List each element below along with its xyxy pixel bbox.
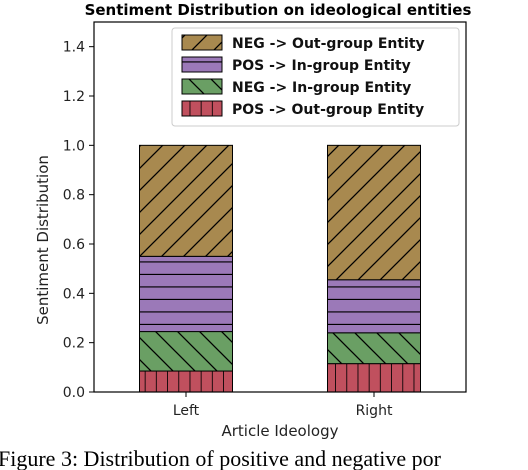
legend: NEG -> Out-group Entity POS -> In-group E…: [171, 27, 460, 127]
legend-label: POS -> Out-group Entity: [232, 102, 424, 118]
y-tick-label: 0.6: [63, 237, 85, 253]
legend-label: NEG -> Out-group Entity: [232, 36, 425, 52]
legend-entry-3: POS -> Out-group Entity: [181, 100, 424, 118]
plot-frame: [93, 21, 467, 393]
legend-label: NEG -> In-group Entity: [232, 80, 411, 96]
stacked-bar-chart: Sentiment Distribution on ideological en…: [34, 1, 472, 440]
y-tick-label: 0.4: [63, 286, 85, 302]
x-tick-label-right: Right: [356, 403, 393, 419]
y-tick-label: 0.2: [63, 336, 85, 352]
bar-segment-left-1: [139, 331, 233, 372]
bar-segment-left-0: [139, 370, 233, 393]
y-axis-ticks: 0.0 0.2 0.4 0.6 0.8 1.0 1.2 1.4: [63, 40, 94, 401]
legend-entry-0: NEG -> Out-group Entity: [181, 34, 425, 52]
y-tick-label: 1.0: [63, 138, 85, 154]
x-tick-label-left: Left: [173, 403, 200, 419]
chart-title: Sentiment Distribution on ideological en…: [85, 1, 472, 19]
legend-frame: [171, 27, 460, 127]
y-axis-label: Sentiment Distribution: [34, 155, 52, 325]
y-tick-label: 1.4: [63, 40, 85, 56]
bar-segment-right-2: [327, 279, 421, 334]
figure-caption: Figure 3: Distribution of positive and n…: [0, 448, 441, 470]
bars-group: [139, 144, 421, 393]
legend-label: POS -> In-group Entity: [232, 58, 411, 74]
y-tick-label: 0.8: [63, 188, 85, 204]
bar-segment-left-2: [139, 255, 233, 333]
bar-segment-left-3: [139, 144, 233, 257]
bar-segment-right-1: [327, 332, 421, 365]
x-axis-label: Article Ideology: [222, 422, 339, 440]
bar-segment-right-0: [327, 363, 421, 393]
legend-entry-2: NEG -> In-group Entity: [181, 78, 411, 96]
bar-segment-right-3: [327, 144, 421, 281]
y-tick-label: 1.2: [63, 89, 85, 105]
legend-entry-1: POS -> In-group Entity: [181, 56, 411, 74]
y-tick-label: 0.0: [63, 385, 85, 401]
x-axis-ticks: Left Right: [173, 392, 393, 419]
